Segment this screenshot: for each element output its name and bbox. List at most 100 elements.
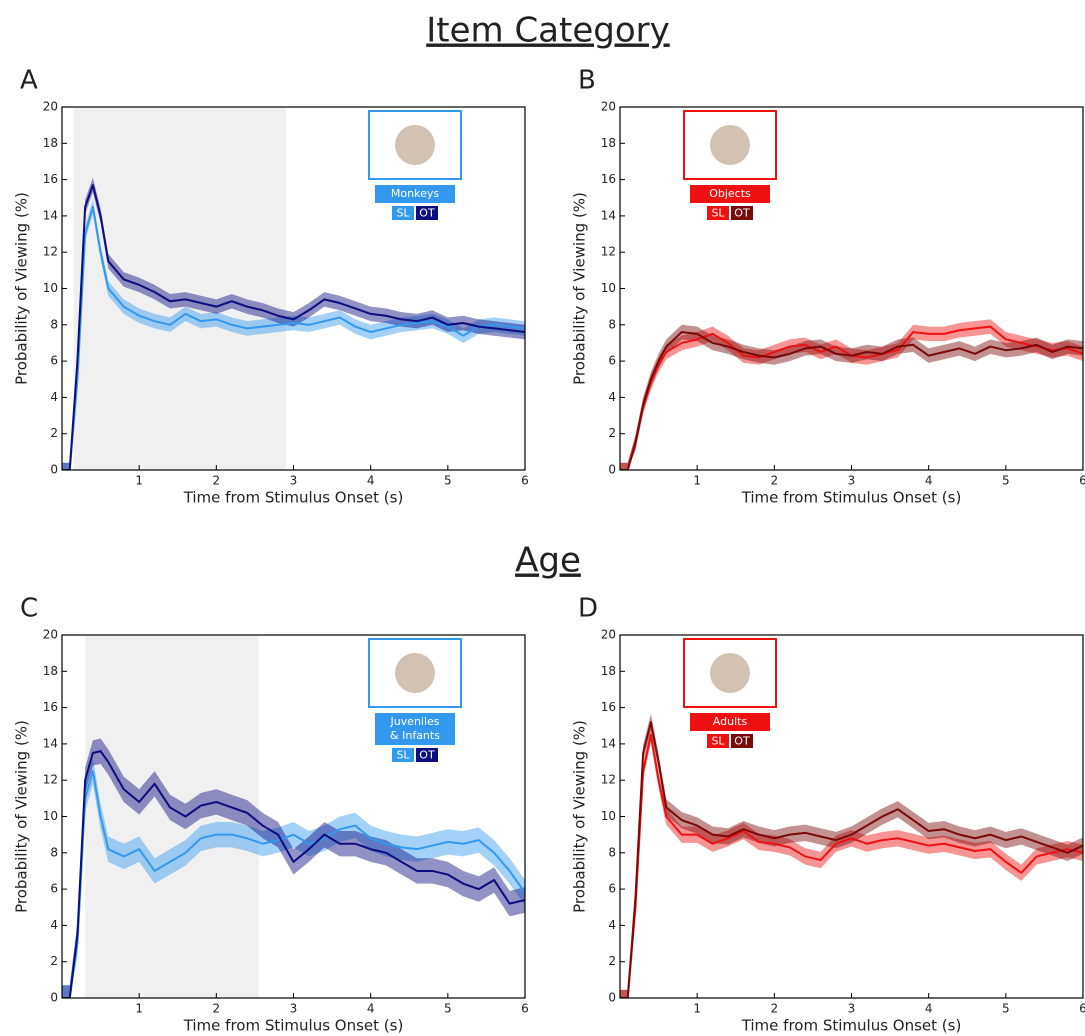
x-tick-label: 4	[367, 1002, 375, 1016]
y-axis-label: Probability of Viewing (%)	[571, 720, 589, 913]
series-line	[620, 735, 1083, 998]
x-tick-label: 3	[290, 1002, 298, 1016]
legend-entry: SL	[396, 749, 410, 762]
x-tick-label: 4	[925, 1002, 933, 1016]
x-axis-label: Time from Stimulus Onset (s)	[741, 1017, 962, 1035]
x-tick-label: 1	[693, 474, 701, 488]
legend-entry: OT	[419, 749, 435, 762]
legend-entry: SL	[711, 735, 725, 748]
y-tick-label: 12	[43, 245, 58, 259]
analysis-window	[74, 107, 286, 470]
x-tick-label: 2	[771, 474, 779, 488]
x-tick-label: 5	[1002, 1002, 1010, 1016]
x-tick-label: 5	[444, 1002, 452, 1016]
y-tick-label: 16	[601, 172, 616, 186]
x-tick-label: 3	[290, 474, 298, 488]
y-tick-label: 4	[50, 390, 58, 404]
y-tick-label: 18	[43, 664, 58, 678]
x-tick-label: 5	[1002, 474, 1010, 488]
y-tick-label: 8	[608, 317, 616, 331]
x-tick-label: 5	[444, 474, 452, 488]
y-tick-label: 16	[43, 172, 58, 186]
x-tick-label: 2	[771, 1002, 779, 1016]
x-tick-label: 1	[135, 1002, 143, 1016]
y-tick-label: 12	[43, 773, 58, 787]
legend-image	[395, 653, 435, 693]
y-tick-label: 14	[43, 736, 58, 750]
x-tick-label: 6	[521, 1002, 529, 1016]
y-tick-label: 16	[43, 700, 58, 714]
y-tick-label: 10	[43, 809, 58, 823]
y-axis-label: Probability of Viewing (%)	[13, 192, 31, 385]
y-tick-label: 16	[601, 700, 616, 714]
legend-image	[710, 125, 750, 165]
x-tick-label: 6	[1079, 1002, 1085, 1016]
x-tick-label: 4	[925, 474, 933, 488]
y-tick-label: 0	[608, 991, 616, 1005]
panel-label: D	[578, 594, 598, 624]
y-tick-label: 8	[608, 845, 616, 859]
y-tick-label: 10	[601, 281, 616, 295]
x-tick-label: 2	[213, 1002, 221, 1016]
x-tick-label: 1	[693, 1002, 701, 1016]
legend-title: & Infants	[390, 729, 440, 742]
y-tick-label: 14	[601, 736, 616, 750]
x-tick-label: 6	[521, 474, 529, 488]
y-tick-label: 0	[50, 991, 58, 1005]
legend-image	[710, 653, 750, 693]
panel-label: B	[578, 66, 596, 96]
y-tick-label: 0	[50, 463, 58, 477]
y-tick-label: 18	[43, 136, 58, 150]
y-tick-label: 14	[601, 208, 616, 222]
y-tick-label: 4	[608, 390, 616, 404]
y-tick-label: 18	[601, 136, 616, 150]
y-tick-label: 20	[601, 100, 616, 114]
section-title: Item Category	[426, 11, 670, 51]
y-tick-label: 12	[601, 773, 616, 787]
y-tick-label: 12	[601, 245, 616, 259]
y-axis-label: Probability of Viewing (%)	[571, 192, 589, 385]
legend-entry: OT	[419, 207, 435, 220]
legend-entry: OT	[734, 207, 750, 220]
x-tick-label: 4	[367, 474, 375, 488]
x-tick-label: 3	[848, 1002, 856, 1016]
y-tick-label: 18	[601, 664, 616, 678]
panel-label: A	[20, 66, 38, 96]
legend-entry: SL	[396, 207, 410, 220]
y-tick-label: 20	[601, 628, 616, 642]
x-axis-label: Time from Stimulus Onset (s)	[183, 1017, 404, 1035]
y-tick-label: 8	[50, 845, 58, 859]
x-tick-label: 2	[213, 474, 221, 488]
y-tick-label: 2	[50, 426, 58, 440]
legend-entry: OT	[734, 735, 750, 748]
y-tick-label: 6	[50, 882, 58, 896]
y-axis-label: Probability of Viewing (%)	[13, 720, 31, 913]
y-tick-label: 14	[43, 208, 58, 222]
y-tick-label: 10	[43, 281, 58, 295]
x-tick-label: 1	[135, 474, 143, 488]
y-tick-label: 20	[43, 628, 58, 642]
y-tick-label: 10	[601, 809, 616, 823]
legend-entry: SL	[711, 207, 725, 220]
chart: B02468101214161820123456Time from Stimul…	[571, 66, 1085, 507]
y-tick-label: 6	[608, 354, 616, 368]
x-tick-label: 6	[1079, 474, 1085, 488]
y-tick-label: 8	[50, 317, 58, 331]
y-tick-label: 0	[608, 463, 616, 477]
y-tick-label: 20	[43, 100, 58, 114]
y-tick-label: 2	[50, 954, 58, 968]
legend-title: Objects	[709, 187, 751, 200]
y-tick-label: 6	[50, 354, 58, 368]
x-axis-label: Time from Stimulus Onset (s)	[183, 489, 404, 507]
y-tick-label: 4	[608, 918, 616, 932]
x-tick-label: 3	[848, 474, 856, 488]
error-band	[620, 727, 1083, 998]
figure: Item Category Age A024681012141618201234…	[0, 0, 1085, 1036]
y-tick-label: 6	[608, 882, 616, 896]
x-axis-label: Time from Stimulus Onset (s)	[741, 489, 962, 507]
section-title: Age	[515, 541, 581, 581]
legend-title: Monkeys	[391, 187, 439, 200]
